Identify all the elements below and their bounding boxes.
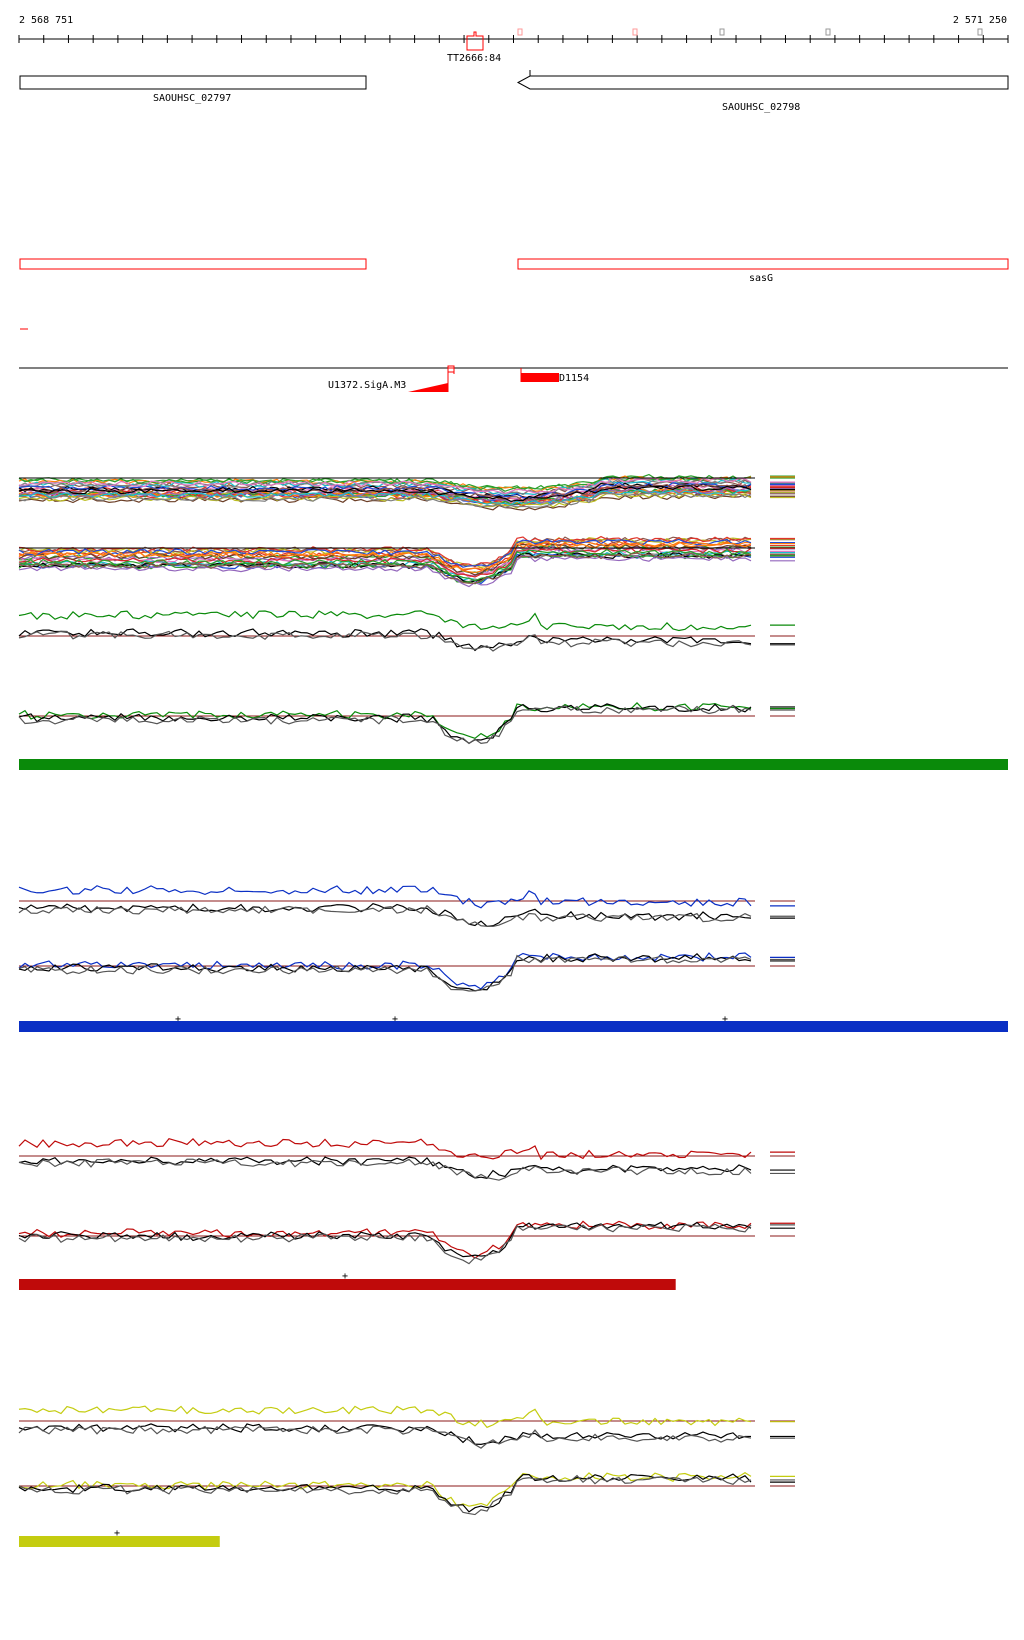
ruler-notch	[719, 28, 725, 36]
sample-line	[18, 481, 752, 499]
multi-sample-tracks	[18, 473, 795, 588]
gene-right-label: SAOUHSC_02798	[722, 102, 800, 113]
sasg-label: sasG	[749, 273, 773, 284]
gene-left-label: SAOUHSC_02797	[153, 93, 231, 104]
panel-blue: + + +	[18, 885, 1008, 1032]
promoter-feature[interactable]: U1372.SigA.M3	[328, 365, 455, 392]
sample-line	[18, 487, 752, 506]
ruler-notch	[977, 28, 983, 36]
plus-mark: +	[175, 1014, 181, 1025]
ruler-ticks	[18, 28, 1009, 43]
series-red	[18, 1137, 752, 1161]
coverage-bar-green[interactable]	[19, 759, 1008, 770]
annotation-left[interactable]	[19, 258, 367, 270]
sample-line	[18, 476, 752, 495]
sample-line	[18, 552, 752, 585]
panel-green: +	[18, 610, 1008, 770]
panel-red: +	[18, 1137, 795, 1290]
promoter-label: U1372.SigA.M3	[328, 380, 406, 391]
sample-line	[18, 474, 752, 492]
ruler-notch	[825, 28, 831, 36]
sample-line	[18, 492, 752, 509]
sample-line	[18, 543, 752, 576]
coverage-bar-blue[interactable]	[19, 1021, 1008, 1032]
annotation-sasg[interactable]: sasG	[517, 258, 1009, 284]
ruler-notch	[632, 28, 638, 36]
coordinate-ruler: 2 568 751 2 571 250	[18, 15, 1009, 43]
plus-mark: +	[114, 1528, 120, 1539]
plus-mark: +	[722, 1014, 728, 1025]
series-black	[18, 1221, 752, 1258]
ruler-notch	[517, 28, 523, 36]
end-coordinate: 2 571 250	[953, 15, 1007, 26]
series-gray	[18, 1424, 752, 1449]
dna-feature[interactable]: D1154	[520, 368, 589, 384]
series-yellow	[18, 1472, 752, 1507]
start-coordinate: 2 568 751	[19, 15, 73, 26]
series-gray	[18, 704, 752, 745]
plus-mark: +	[392, 1014, 398, 1025]
series-black	[18, 1156, 752, 1180]
series-red	[18, 1220, 752, 1259]
sample-line	[18, 541, 752, 574]
sample-line	[18, 489, 752, 506]
panel-yellow: +	[18, 1405, 795, 1547]
series-gray	[18, 954, 752, 992]
sample-line	[18, 538, 752, 568]
gene-saouhsc-02797[interactable]: SAOUHSC_02797	[19, 75, 367, 104]
series-blue	[18, 952, 752, 990]
series-black	[18, 902, 752, 927]
sample-line	[18, 548, 752, 582]
sample-line	[18, 485, 752, 502]
terminator-label: TT2666:84	[447, 53, 501, 64]
series-black	[18, 628, 752, 652]
series-gray	[18, 1158, 752, 1181]
expression-panels: + + + + + +	[18, 473, 1008, 1547]
gene-saouhsc-02798[interactable]: SAOUHSC_02798	[516, 70, 1009, 113]
sample-line	[18, 552, 752, 584]
series-gray	[18, 904, 752, 928]
series-yellow	[18, 1405, 752, 1429]
terminator-feature[interactable]: TT2666:84	[447, 31, 501, 64]
series-blue	[18, 885, 752, 909]
sample-line	[18, 547, 752, 578]
series-gray	[18, 1474, 752, 1516]
dna-feature-label: D1154	[559, 373, 589, 384]
series-gray	[18, 1223, 752, 1265]
series-green	[18, 610, 752, 632]
sample-line	[18, 555, 752, 588]
coverage-bar-yellow[interactable]	[19, 1536, 220, 1547]
series-black	[18, 1423, 752, 1445]
coverage-bar-red[interactable]	[19, 1279, 676, 1290]
series-black	[18, 703, 752, 745]
regulatory-track: U1372.SigA.M3 D1154	[19, 365, 1008, 392]
plus-mark: +	[342, 1271, 348, 1282]
series-gray	[18, 630, 752, 652]
